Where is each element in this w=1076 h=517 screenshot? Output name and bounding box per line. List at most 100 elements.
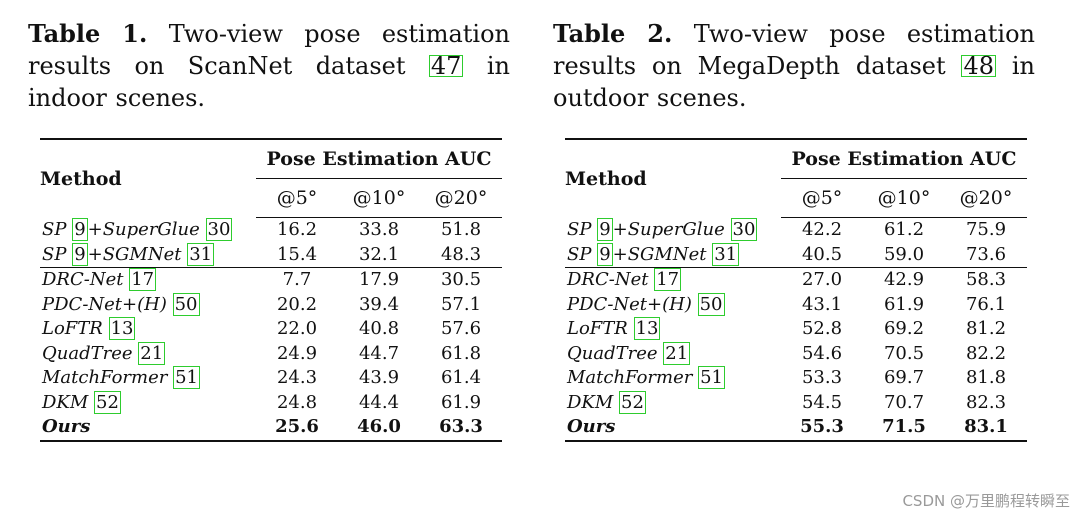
table-row: DKM 52 54.5 70.7 82.3 (565, 390, 1027, 416)
citation-link[interactable]: 13 (633, 317, 661, 341)
value-cell: 40.8 (358, 318, 400, 340)
value-cell: 71.5 (863, 415, 945, 442)
value-cell: 44.7 (358, 342, 400, 364)
column-header: @20° (945, 178, 1027, 218)
table-2-body: SP 9 +SuperGlue 30 42.2 61.2 75.9 SP 9 +SGMNet… (565, 218, 1027, 442)
value-cell: 32.1 (358, 243, 400, 265)
table-row: SP 9 +SGMNet 31 15.4 32.1 48.3 (40, 242, 502, 268)
citation-link[interactable]: 30 (730, 218, 758, 241)
column-header: @5° (781, 178, 863, 218)
citation-link[interactable]: 48 (961, 52, 997, 80)
citation-link[interactable]: 51 (698, 366, 725, 390)
auc-group-header: Pose Estimation AUC (781, 138, 1027, 179)
method-cell: MatchFormer 51 (40, 366, 256, 391)
method-cell: SP 9 +SuperGlue 30 (565, 218, 781, 243)
citation-link[interactable]: 30 (205, 218, 233, 241)
value-cell: 61.9 (883, 293, 925, 315)
value-cell: 40.5 (801, 243, 843, 265)
table-row: DRC-Net 17 7.7 17.9 30.5 (40, 267, 502, 293)
value-cell: 54.5 (801, 391, 843, 413)
table-row: SP 9 +SuperGlue 30 16.2 33.8 51.8 (40, 218, 502, 243)
value-cell: 51.8 (440, 219, 482, 241)
value-cell: 61.8 (440, 342, 482, 364)
method-cell: LoFTR 13 (40, 317, 256, 342)
table-1-caption: Table 1. Two-view pose estimation result… (28, 18, 510, 118)
citation-link[interactable]: 47 (428, 52, 464, 80)
citation-link[interactable]: 9 (72, 242, 88, 266)
citation-link[interactable]: 9 (597, 218, 613, 241)
value-cell: 54.6 (801, 342, 843, 364)
method-name: DRC-Net (42, 269, 124, 291)
table-row: QuadTree 21 24.9 44.7 61.8 (40, 341, 502, 367)
value-cell: 63.3 (420, 415, 502, 442)
table-row: PDC-Net+(H) 50 20.2 39.4 57.1 (40, 292, 502, 318)
value-cell: 33.8 (358, 219, 400, 241)
citation-link[interactable]: 51 (173, 366, 200, 390)
method-name: DRC-Net (567, 269, 649, 291)
value-cell: 76.1 (965, 293, 1007, 315)
table-row: Ours 55.3 71.5 83.1 (565, 415, 1027, 442)
method-name: PDC-Net+(H) (567, 293, 692, 315)
method-cell: DKM 52 (565, 390, 781, 416)
table-2-caption-text: Two-view pose estimation results on Mega… (553, 20, 1035, 80)
value-cell: 42.2 (801, 219, 843, 241)
method-cell: SP 9 +SuperGlue 30 (40, 218, 256, 243)
value-cell: 82.3 (965, 391, 1007, 413)
value-cell: 61.9 (440, 391, 482, 413)
citation-link[interactable]: 17 (129, 268, 157, 292)
table-row: DKM 52 24.8 44.4 61.9 (40, 390, 502, 416)
table-2-caption-tail: in outdoor scenes. (553, 52, 1036, 112)
citation-link[interactable]: 21 (138, 341, 166, 365)
method-cell: Ours (565, 415, 781, 442)
method-name: SP (42, 243, 67, 265)
value-cell: 24.8 (276, 391, 318, 413)
method-name: DKM (42, 391, 89, 413)
method-name: SP (42, 219, 67, 240)
column-header: @5° (256, 178, 338, 218)
value-cell: 7.7 (256, 267, 338, 293)
method-name-suffix: +SuperGlue (612, 219, 725, 240)
table-row: PDC-Net+(H) 50 43.1 61.9 76.1 (565, 292, 1027, 318)
method-name: QuadTree (42, 342, 133, 364)
table-1-caption-text: Two-view pose estimation results on Scan… (28, 20, 510, 80)
method-name-suffix: +SGMNet (87, 243, 182, 265)
citation-link[interactable]: 31 (712, 242, 740, 266)
value-cell: 42.9 (863, 267, 945, 293)
citation-link[interactable]: 50 (172, 292, 200, 316)
citation-link[interactable]: 21 (663, 341, 691, 365)
method-name-suffix: +SuperGlue (87, 219, 200, 240)
table-1-caption-tail: in indoor scenes. (28, 52, 510, 112)
value-cell: 24.9 (276, 342, 318, 364)
table-row: MatchFormer 51 53.3 69.7 81.8 (565, 366, 1027, 391)
table-1-label: Table 1. (28, 19, 148, 48)
table-row: DRC-Net 17 27.0 42.9 58.3 (565, 267, 1027, 293)
method-cell: QuadTree 21 (565, 341, 781, 367)
value-cell: 30.5 (420, 267, 502, 293)
value-cell: 75.9 (965, 219, 1007, 241)
method-name-suffix: +SGMNet (612, 243, 707, 265)
method-name: SP (567, 243, 592, 265)
citation-link[interactable]: 9 (597, 242, 613, 266)
method-name: SP (567, 219, 592, 240)
value-cell: 52.8 (801, 318, 843, 340)
citation-link[interactable]: 52 (619, 390, 646, 414)
value-cell: 43.9 (358, 367, 400, 389)
citation-link[interactable]: 50 (697, 292, 725, 316)
method-cell: Ours (40, 415, 256, 442)
value-cell: 22.0 (276, 318, 318, 340)
value-cell: 55.3 (781, 415, 863, 442)
value-cell: 61.4 (440, 367, 482, 389)
citation-link[interactable]: 52 (94, 390, 121, 414)
table-row: LoFTR 13 52.8 69.2 81.2 (565, 317, 1027, 342)
citation-link[interactable]: 9 (72, 218, 88, 241)
method-name: MatchFormer (567, 367, 693, 389)
value-cell: 53.3 (801, 367, 843, 389)
method-cell: LoFTR 13 (565, 317, 781, 342)
citation-link[interactable]: 13 (108, 317, 136, 341)
method-cell: PDC-Net+(H) 50 (565, 292, 781, 318)
value-cell: 73.6 (965, 243, 1007, 265)
table-row: MatchFormer 51 24.3 43.9 61.4 (40, 366, 502, 391)
citation-link[interactable]: 17 (654, 268, 682, 292)
citation-link[interactable]: 31 (187, 242, 215, 266)
value-cell: 70.5 (883, 342, 925, 364)
